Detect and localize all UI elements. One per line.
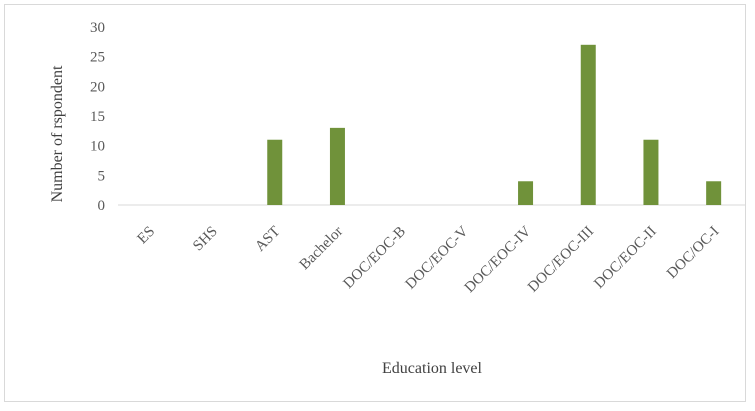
y-axis-title: Number of rspondent [49, 65, 66, 202]
x-tick-label: Bachelor [297, 224, 347, 274]
bar [643, 139, 659, 205]
chart-frame [4, 4, 746, 402]
x-tick-label: SHS [190, 224, 221, 255]
x-tick-label: DOC/EOC-B [340, 224, 408, 292]
bar [518, 181, 534, 205]
y-axis-ticks: 0 5 10 15 20 25 30 [90, 20, 105, 214]
x-tick-label: DOC/EOC-V [403, 223, 472, 292]
x-axis-title: Education level [382, 360, 483, 377]
y-tick-label: 0 [98, 198, 106, 214]
y-tick-label: 20 [90, 79, 105, 95]
y-tick-label: 10 [90, 139, 105, 155]
x-tick-label: DOC/EOC-III [525, 224, 597, 296]
y-tick-label: 25 [90, 50, 105, 66]
bar [329, 127, 345, 205]
x-tick-label: DOC/EOC-IV [462, 223, 535, 296]
bar [267, 139, 283, 205]
x-tick-label: AST [252, 224, 283, 255]
x-axis-ticks: ES SHS AST BachelorDOC/EOC-BDOC/EOC-VDOC/EO… [134, 223, 722, 296]
x-tick-label: ES [134, 224, 158, 248]
y-tick-label: 30 [90, 20, 105, 36]
bar [706, 181, 722, 205]
x-tick-label: DOC/EOC-II [591, 224, 659, 292]
y-tick-label: 15 [90, 109, 105, 125]
bar [580, 44, 596, 205]
x-tick-label: DOC/OC-I [664, 224, 722, 282]
y-tick-label: 5 [98, 168, 106, 184]
bars [267, 44, 722, 205]
